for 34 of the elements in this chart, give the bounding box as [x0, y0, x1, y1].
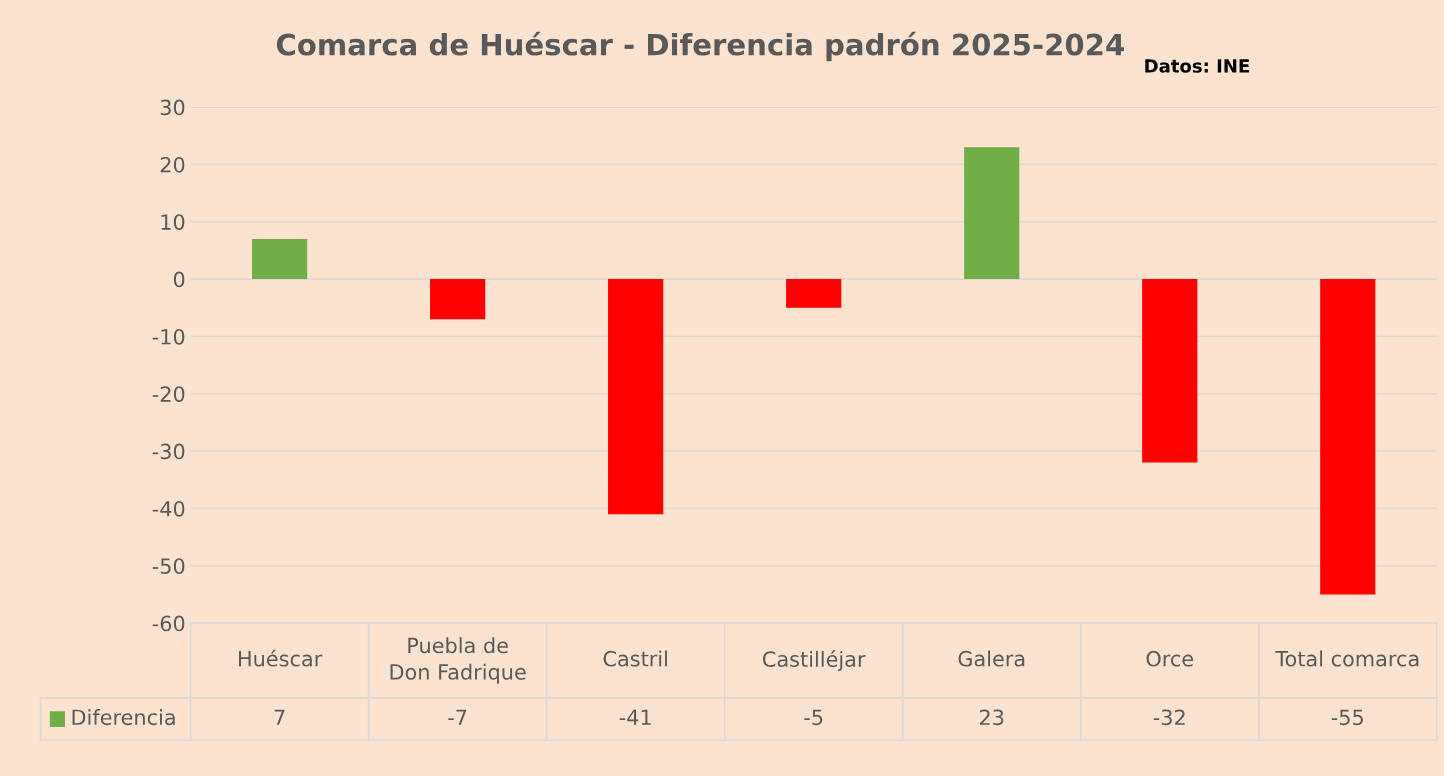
y-tick-label: -30: [152, 443, 185, 460]
x-tick-label: Galera: [958, 650, 1025, 667]
data-label: -55: [1331, 709, 1363, 726]
bar: [430, 279, 486, 320]
data-label: -32: [1153, 709, 1185, 726]
x-tick-label: Castril: [603, 650, 667, 667]
y-tick-label: 30: [160, 99, 185, 116]
y-tick-label: -10: [152, 328, 185, 345]
data-label: 7: [274, 709, 285, 725]
y-tick-label: -40: [152, 500, 185, 517]
y-tick-label: -60: [152, 615, 185, 632]
bar: [964, 147, 1020, 280]
y-tick-label: 0: [173, 271, 185, 288]
y-tick-label: -20: [152, 386, 185, 402]
data-label: -41: [619, 709, 651, 725]
y-tick-label: -50: [152, 558, 185, 574]
x-tick-label: Huéscar: [239, 649, 323, 667]
legend-label: Diferencia: [72, 709, 175, 726]
x-tick-label: Orce: [1146, 650, 1194, 667]
y-tick-label: 20: [160, 156, 185, 173]
bar: [608, 279, 664, 515]
text: Datos: INE: [1145, 59, 1249, 73]
chart-title: Comarca de Huéscar - Diferencia padrón 2025-2024: [276, 31, 1124, 62]
data-label: -7: [448, 709, 467, 725]
x-tick-label: Castilléjar: [763, 650, 866, 672]
x-tick-label: Total comarca: [1275, 650, 1419, 667]
bar: [1142, 279, 1198, 463]
bar: [252, 238, 308, 280]
data-label: 23: [979, 709, 1004, 726]
x-tick-label: Puebla de Don Fadrique: [390, 637, 526, 684]
bar: [786, 279, 842, 308]
data-label: -5: [804, 709, 823, 726]
bar: [1320, 279, 1376, 595]
y-tick-label: 10: [161, 214, 185, 230]
